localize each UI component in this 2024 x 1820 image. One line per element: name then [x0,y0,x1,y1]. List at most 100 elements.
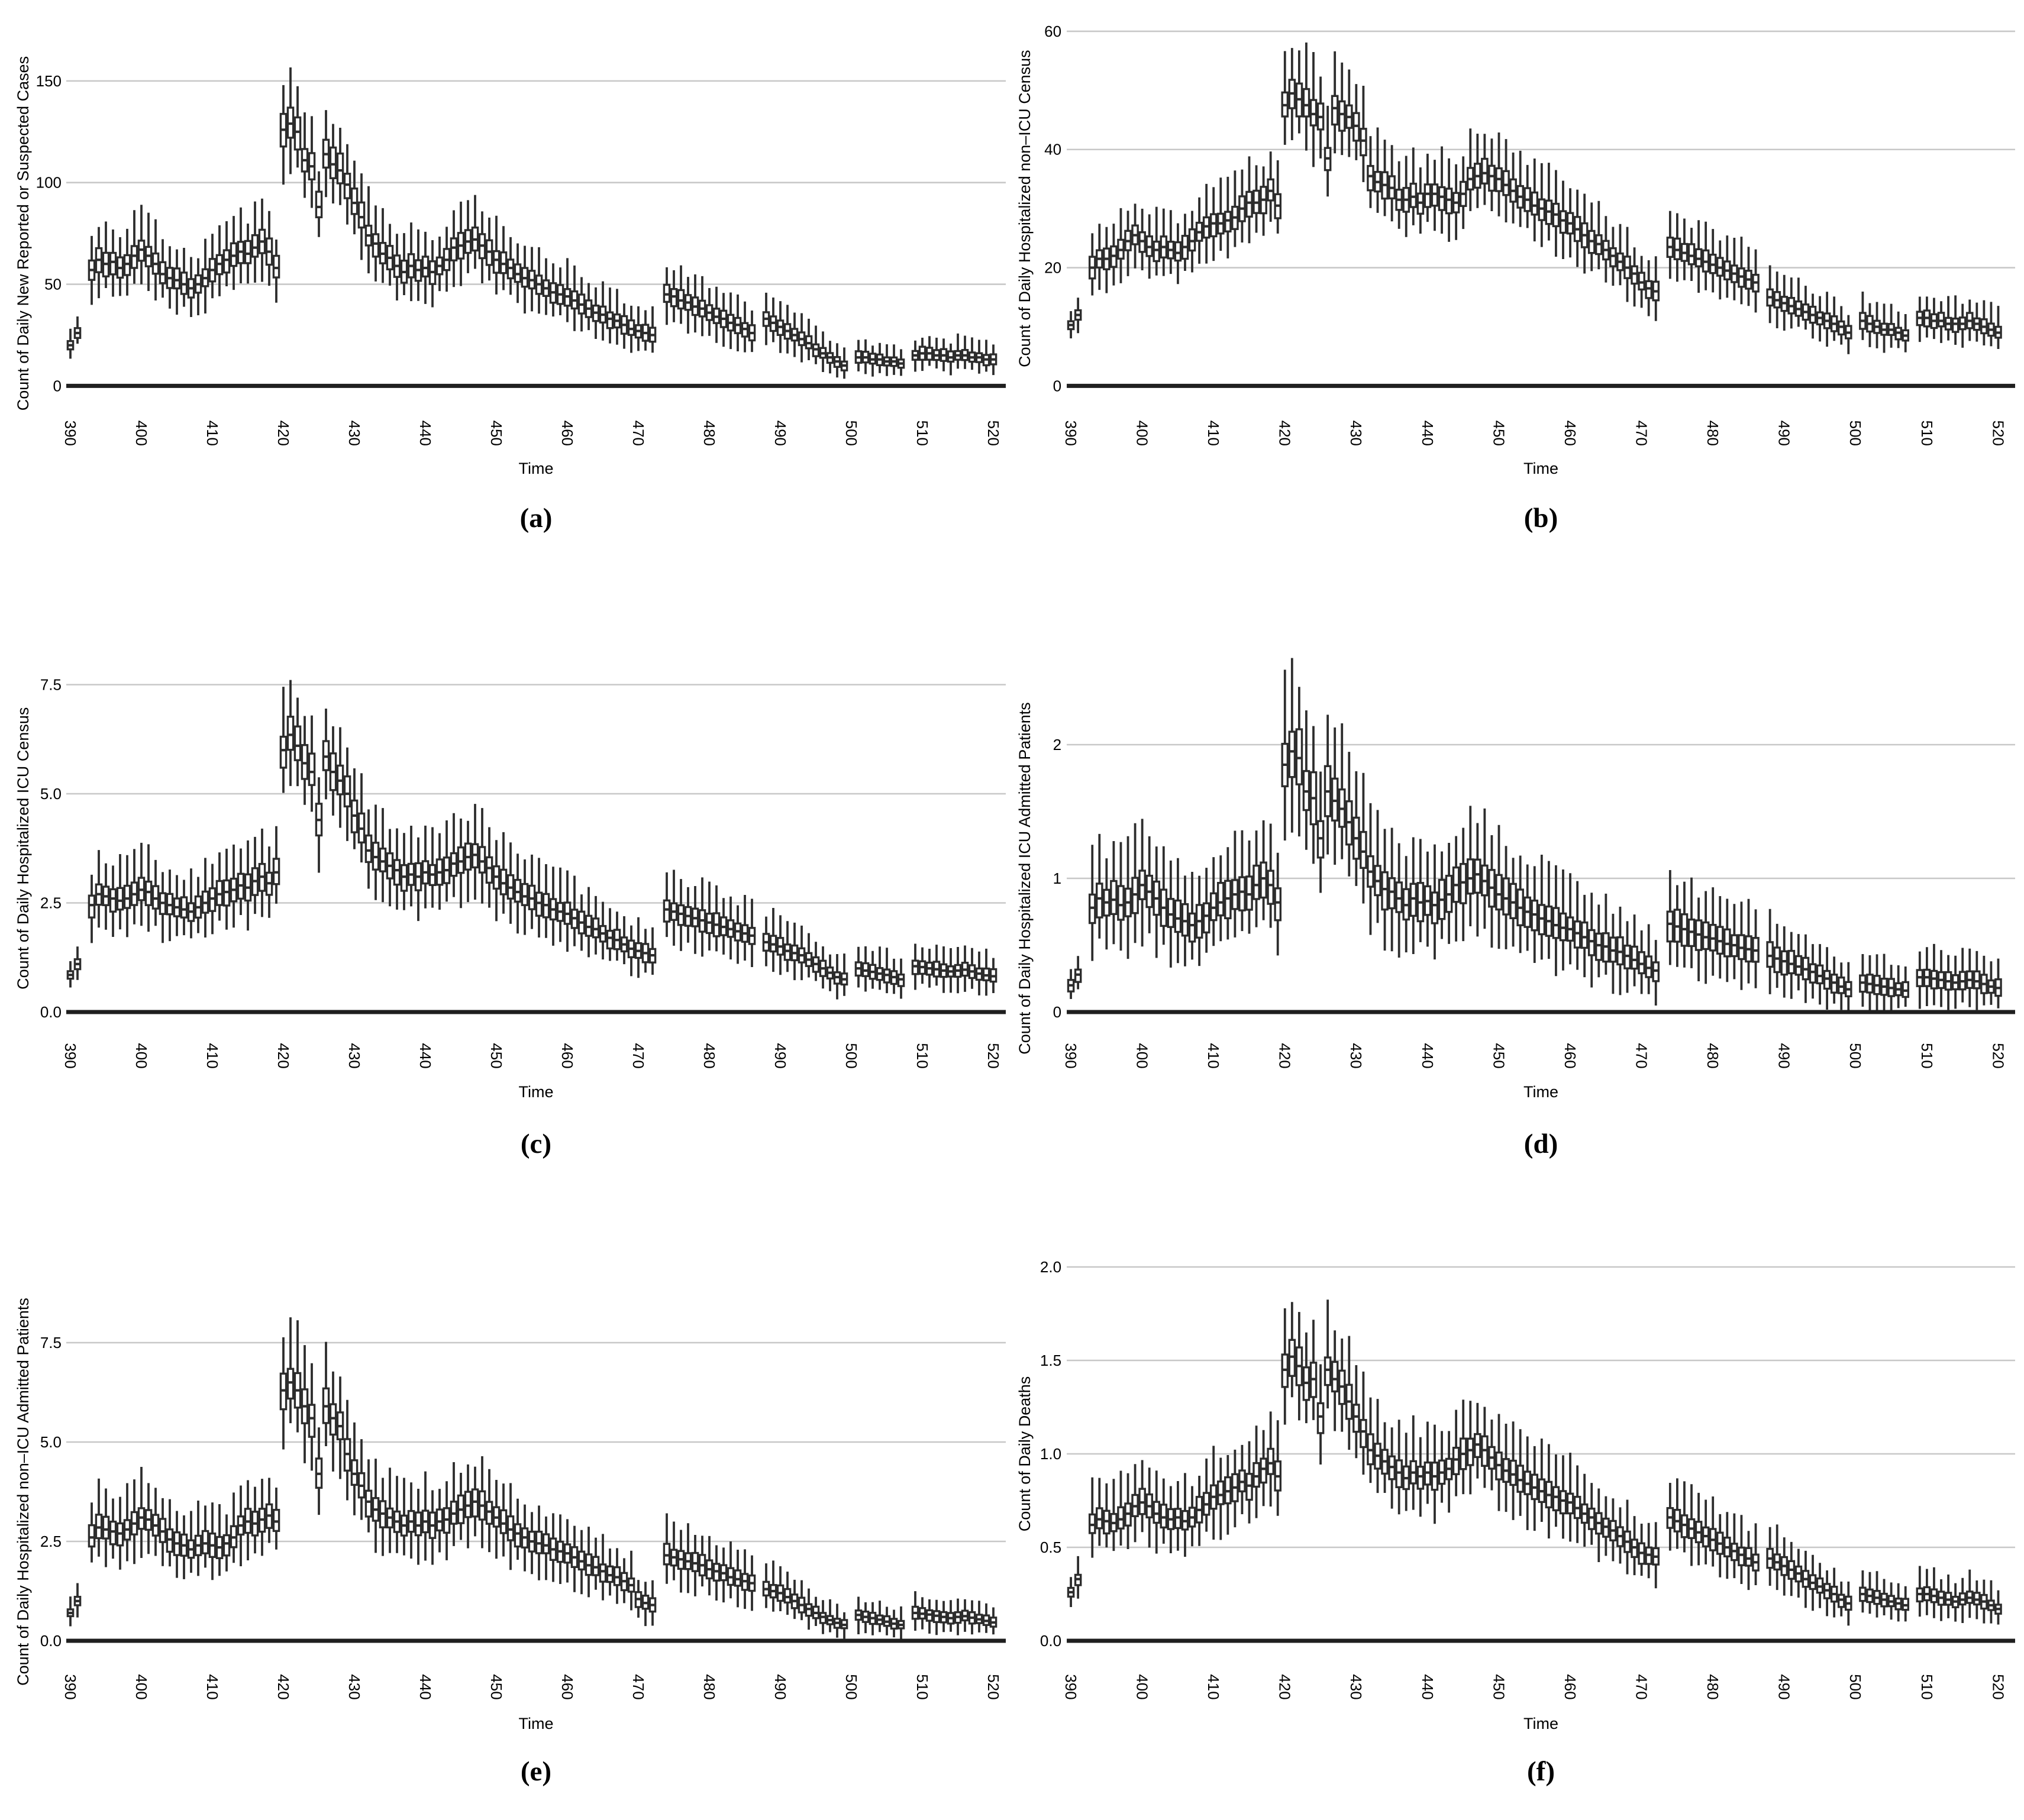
boxplot [1702,891,1710,984]
boxplot [691,1534,699,1596]
boxplot [1509,1421,1517,1520]
x-tick-label: 460 [1561,1674,1579,1699]
boxplot [1309,1320,1318,1420]
boxplot [592,287,600,339]
boxplot [478,808,486,904]
boxplot [464,1464,472,1549]
boxplot [329,726,337,816]
boxplot [1623,227,1631,302]
boxplot [1587,893,1596,988]
boxplot [577,277,586,332]
boxplot [1138,819,1146,947]
boxplot [1738,237,1745,305]
boxplot [393,1476,401,1553]
boxplot [1267,823,1274,928]
boxplot [1930,943,1938,1006]
panel-f: 0.0 0.5 1.0 1.5 2.0 390 400 410 420 430 440 450 460 4… [1012,1213,2024,1820]
boxplot [435,833,444,910]
boxplot [762,1563,770,1608]
x-tick-label: 430 [346,1674,363,1699]
boxplot [1245,156,1253,244]
boxplot [1423,1421,1432,1504]
panel-d-chart: 0 1 2 390 400 410 420 430 440 450 460 470 480 490 500 5… [1016,658,2015,1159]
boxplot [1951,295,1960,345]
boxplot [343,144,351,225]
boxplot [1174,223,1182,285]
boxplot [66,1596,75,1627]
boxplot [947,1600,955,1632]
boxplot [634,917,643,978]
boxplot [684,1523,692,1593]
boxplot [1195,1476,1203,1546]
boxplot [506,237,515,295]
boxplot [322,110,330,198]
boxplot [357,1439,366,1520]
boxplot [1723,898,1731,982]
boxplot [1673,1478,1681,1549]
boxplot [1295,687,1303,837]
boxplot [1702,221,1710,290]
boxplot [88,874,96,943]
boxplot [1153,1470,1161,1554]
boxplot [1131,823,1139,943]
boxplot [1288,48,1296,140]
boxplot [1274,1420,1282,1516]
boxplot [563,258,572,322]
boxplot [265,1478,273,1543]
boxplot [883,1606,891,1635]
boxplot [1538,855,1546,960]
y-axis-title: Count of Daily Deaths [1016,1376,1034,1532]
boxplot [1224,1455,1232,1535]
x-tick-label: 410 [1205,1674,1222,1699]
boxplot [102,221,110,289]
x-tick-label: 410 [204,1674,221,1699]
boxplot [1452,836,1460,942]
boxplot [1374,1399,1381,1494]
boxplot [237,207,245,283]
boxplot [215,852,224,921]
boxplot [620,303,628,349]
boxplot [1495,825,1503,949]
boxplot [535,247,543,314]
x-tick-label: 420 [1276,1674,1294,1699]
boxplot [613,911,621,961]
boxplot [1231,170,1239,247]
boxplot [187,257,195,317]
boxplot [308,1363,316,1471]
boxplot [854,1596,863,1635]
boxplot [1631,1516,1638,1576]
boxplot [1160,846,1168,945]
boxplot [1752,909,1760,988]
boxplot [1930,298,1938,340]
boxplot [1816,296,1824,342]
gridlines [1067,30,2015,269]
boxplot [1459,1399,1467,1495]
boxplot [840,1612,848,1639]
x-tick-label: 390 [62,421,79,446]
boxplot [1830,956,1838,1004]
boxplot [1694,220,1703,293]
boxplot [663,1513,671,1584]
boxplot [1523,1436,1532,1530]
boxplot [698,877,706,957]
boxplot [1174,1480,1182,1551]
boxplot [1474,133,1481,208]
boxplot [435,1489,444,1553]
boxplot [790,922,799,981]
boxplot [1481,1407,1489,1488]
boxplot [1181,1473,1189,1557]
boxplot [1438,1431,1446,1503]
x-tick-label: 490 [771,1043,789,1068]
x-tick-label: 410 [1205,421,1222,446]
boxplot [1260,820,1267,920]
boxplot [1687,228,1696,282]
boxplot [386,829,394,907]
boxplot [357,173,366,260]
boxplot [762,292,770,345]
boxplot [1958,303,1967,348]
boxplot [712,885,721,952]
boxplot [1823,1570,1831,1617]
boxplot [1445,843,1453,944]
boxplot [66,328,75,359]
